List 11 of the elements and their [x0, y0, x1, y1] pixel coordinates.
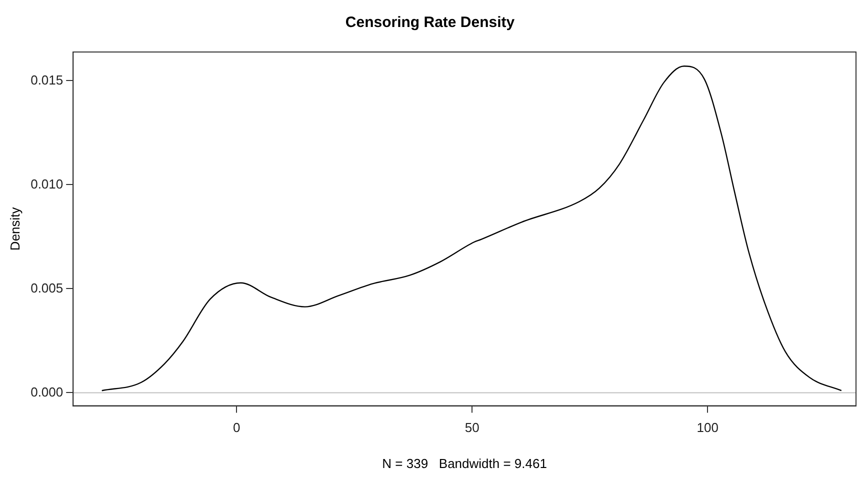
- y-tick-label: 0.015: [30, 72, 64, 88]
- y-tick-label: 0.000: [30, 384, 64, 400]
- x-tick-label: 0: [232, 420, 240, 436]
- y-tick-label: 0.005: [30, 280, 64, 296]
- chart-title: Censoring Rate Density: [345, 14, 516, 32]
- x-tick-label: 100: [696, 420, 718, 436]
- y-tick-label: 0.010: [30, 176, 64, 192]
- line-series: [101, 66, 842, 392]
- x-axis-title: N = 339 Bandwidth = 9.461: [382, 456, 547, 471]
- y-axis-title: Density: [7, 206, 22, 251]
- x-tick-label: 50: [464, 420, 480, 436]
